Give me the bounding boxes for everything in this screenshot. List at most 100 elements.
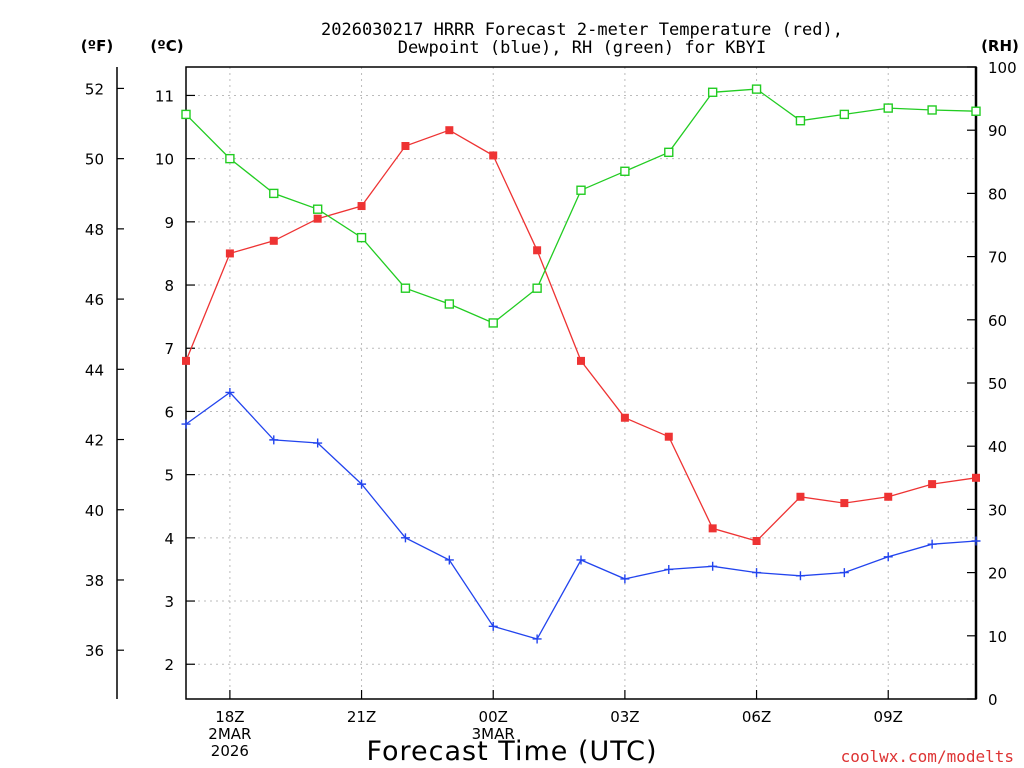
time-tick-label: 3MAR [472, 725, 515, 743]
relative-humidity-point [356, 232, 367, 243]
relative-humidity-point [576, 185, 586, 195]
fahrenheit-tick-label: 36 [85, 642, 104, 660]
dewpoint-point [444, 555, 454, 565]
time-tick-label: 06Z [742, 708, 771, 726]
dewpoint-point [225, 387, 235, 397]
credit-text: coolwx.com/modelts [841, 747, 1014, 766]
rh-tick-label: 30 [988, 501, 1007, 519]
plot-frame [185, 66, 977, 700]
dewpoint-point [971, 536, 981, 546]
2-meter-temperature-point [533, 246, 542, 255]
x-axis-title: Forecast Time (UTC) [366, 736, 657, 767]
dewpoint-point [400, 533, 410, 543]
dewpoint-point [664, 564, 674, 574]
rh-tick-label: 50 [988, 375, 1007, 393]
time-tick-label: 18Z [215, 708, 244, 726]
celsius-tick-label: 11 [155, 87, 174, 105]
relative-humidity-point [664, 147, 674, 158]
2-meter-temperature-point [928, 480, 937, 489]
relative-humidity-point [225, 153, 235, 164]
rh-tick-label: 40 [988, 438, 1007, 456]
dewpoint-point [576, 555, 586, 565]
2-meter-temperature-point [182, 356, 190, 365]
dewpoint-point [313, 438, 323, 448]
fahrenheit-tick-label: 46 [85, 291, 104, 309]
celsius-tick-label: 6 [164, 403, 174, 421]
2-meter-temperature-point [796, 492, 805, 501]
relative-humidity-point [181, 109, 191, 120]
fahrenheit-tick-label: 42 [85, 432, 104, 450]
dewpoint-point [752, 568, 762, 578]
relative-humidity-point [400, 283, 411, 293]
dewpoint-point [620, 574, 630, 584]
celsius-unit-label: (ºC) [150, 37, 183, 55]
time-tick-label: 2026 [211, 742, 249, 760]
dewpoint-point [927, 539, 937, 549]
rh-tick-label: 10 [988, 628, 1007, 646]
2-meter-temperature-point [884, 492, 893, 501]
2-meter-temperature-point [972, 473, 980, 482]
fahrenheit-tick-label: 44 [85, 361, 104, 379]
series-layer [181, 84, 981, 644]
celsius-tick-label: 10 [155, 151, 174, 169]
2-meter-temperature-point [708, 524, 717, 533]
fahrenheit-tick-label: 50 [85, 151, 104, 169]
rh-tick-label: 70 [988, 249, 1007, 267]
time-tick-label: 2MAR [208, 725, 251, 743]
2-meter-temperature-point [752, 537, 761, 545]
dewpoint-point [883, 552, 893, 562]
relative-humidity-point [751, 84, 762, 94]
2-meter-temperature-point [269, 236, 278, 245]
time-tick-label: 03Z [610, 708, 639, 726]
celsius-tick-label: 3 [164, 593, 174, 611]
celsius-tick-label: 8 [164, 277, 174, 295]
relative-humidity-point [839, 109, 850, 120]
2-meter-temperature-point [445, 126, 454, 135]
dewpoint-point [357, 479, 367, 489]
relative-humidity-point [532, 283, 542, 293]
rh-tick-label: 90 [988, 122, 1007, 140]
relative-humidity-point [883, 103, 893, 113]
celsius-tick-label: 5 [164, 467, 174, 485]
rh-unit-label: (RH) [981, 37, 1019, 55]
2-meter-temperature-point [489, 151, 498, 160]
2-meter-temperature-point [620, 413, 629, 422]
celsius-tick-label: 4 [164, 530, 174, 548]
relative-humidity-point [269, 188, 279, 199]
relative-humidity-point [971, 106, 981, 116]
relative-humidity-point [707, 87, 718, 97]
2-meter-temperature-point [357, 202, 366, 211]
2-meter-temperature-point [313, 214, 322, 223]
time-tick-label: 21Z [347, 708, 376, 726]
2-meter-temperature-point [664, 432, 673, 441]
dewpoint-point [839, 568, 849, 578]
relative-humidity-point [927, 105, 937, 115]
chart-title-line-1: 2026030217 HRRR Forecast 2-meter Tempera… [321, 20, 843, 40]
dewpoint-point [708, 561, 718, 571]
chart-title-line-2: Dewpoint (blue), RH (green) for KBYI [398, 38, 766, 58]
dewpoint-point [488, 621, 498, 631]
fahrenheit-unit-label: (ºF) [81, 37, 113, 55]
dewpoint-point [795, 571, 805, 581]
dewpoint-line [185, 391, 977, 640]
relative-humidity-point [444, 299, 455, 309]
rh-tick-label: 20 [988, 565, 1007, 583]
relative-humidity-point [488, 318, 498, 328]
relative-humidity-point [620, 166, 630, 176]
celsius-tick-label: 9 [164, 214, 174, 232]
relative-humidity-point [312, 204, 323, 214]
fahrenheit-tick-label: 38 [85, 572, 104, 590]
relative-humidity-point [795, 116, 806, 126]
fahrenheit-tick-label: 40 [85, 502, 104, 520]
rh-tick-label: 60 [988, 312, 1007, 330]
fahrenheit-tick-label: 48 [85, 221, 104, 239]
2-meter-temperature-point [225, 249, 234, 258]
rh-tick-label: 0 [988, 691, 998, 709]
gridlines [186, 67, 976, 699]
2-meter-temperature-point [401, 142, 410, 150]
time-tick-label: 00Z [479, 708, 508, 726]
dewpoint-point [532, 634, 542, 644]
rh-tick-label: 100 [988, 59, 1017, 77]
2-meter-temperature-point [840, 499, 849, 508]
